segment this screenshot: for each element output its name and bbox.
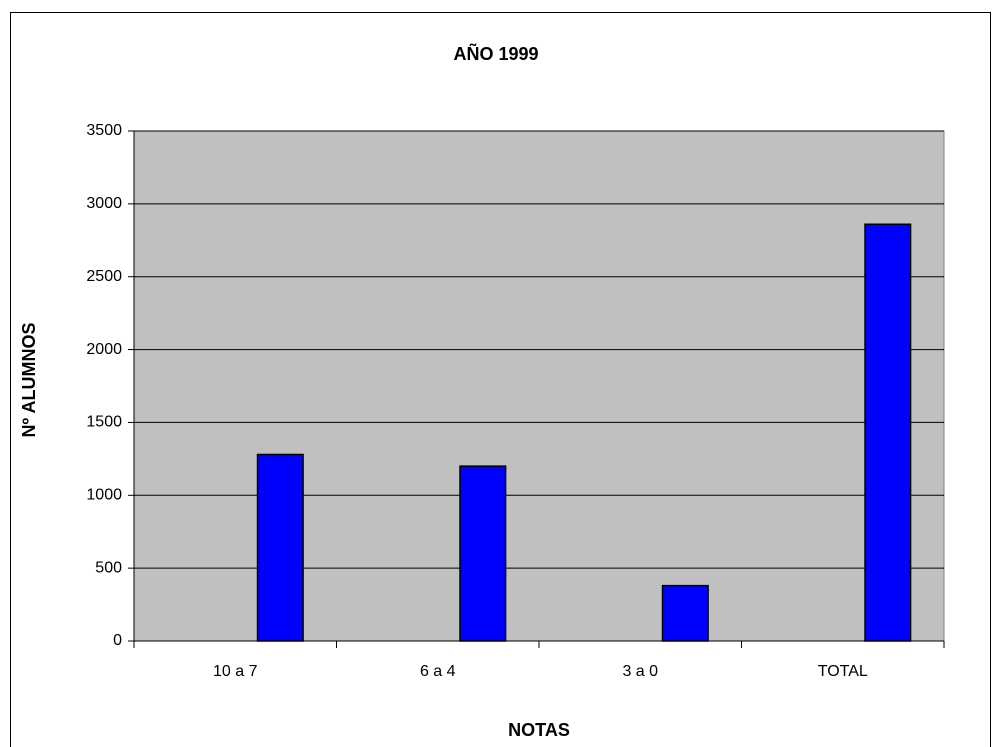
y-tick-label: 3000 bbox=[86, 195, 122, 212]
x-tick-label: 6 a 4 bbox=[420, 663, 456, 680]
x-tick-label: TOTAL bbox=[818, 663, 868, 680]
y-tick-label: 0 bbox=[113, 632, 122, 649]
y-tick-label: 500 bbox=[95, 559, 122, 576]
chart-title: AÑO 1999 bbox=[453, 43, 538, 64]
x-tick-label: 3 a 0 bbox=[622, 663, 658, 680]
y-tick-label: 2000 bbox=[86, 341, 122, 358]
bar bbox=[661, 584, 709, 642]
y-tick-label: 2500 bbox=[86, 268, 122, 285]
x-axis-label: NOTAS bbox=[508, 720, 570, 740]
y-tick-label: 1500 bbox=[86, 414, 122, 431]
y-tick-label: 3500 bbox=[86, 122, 122, 139]
x-tick-label: 10 a 7 bbox=[213, 663, 258, 680]
bar bbox=[459, 465, 507, 642]
y-tick-label: 1000 bbox=[86, 487, 122, 504]
y-axis-label: Nº ALUMNOS bbox=[19, 323, 39, 438]
plot-area bbox=[133, 130, 945, 642]
bar bbox=[256, 453, 304, 642]
bar bbox=[864, 223, 912, 642]
